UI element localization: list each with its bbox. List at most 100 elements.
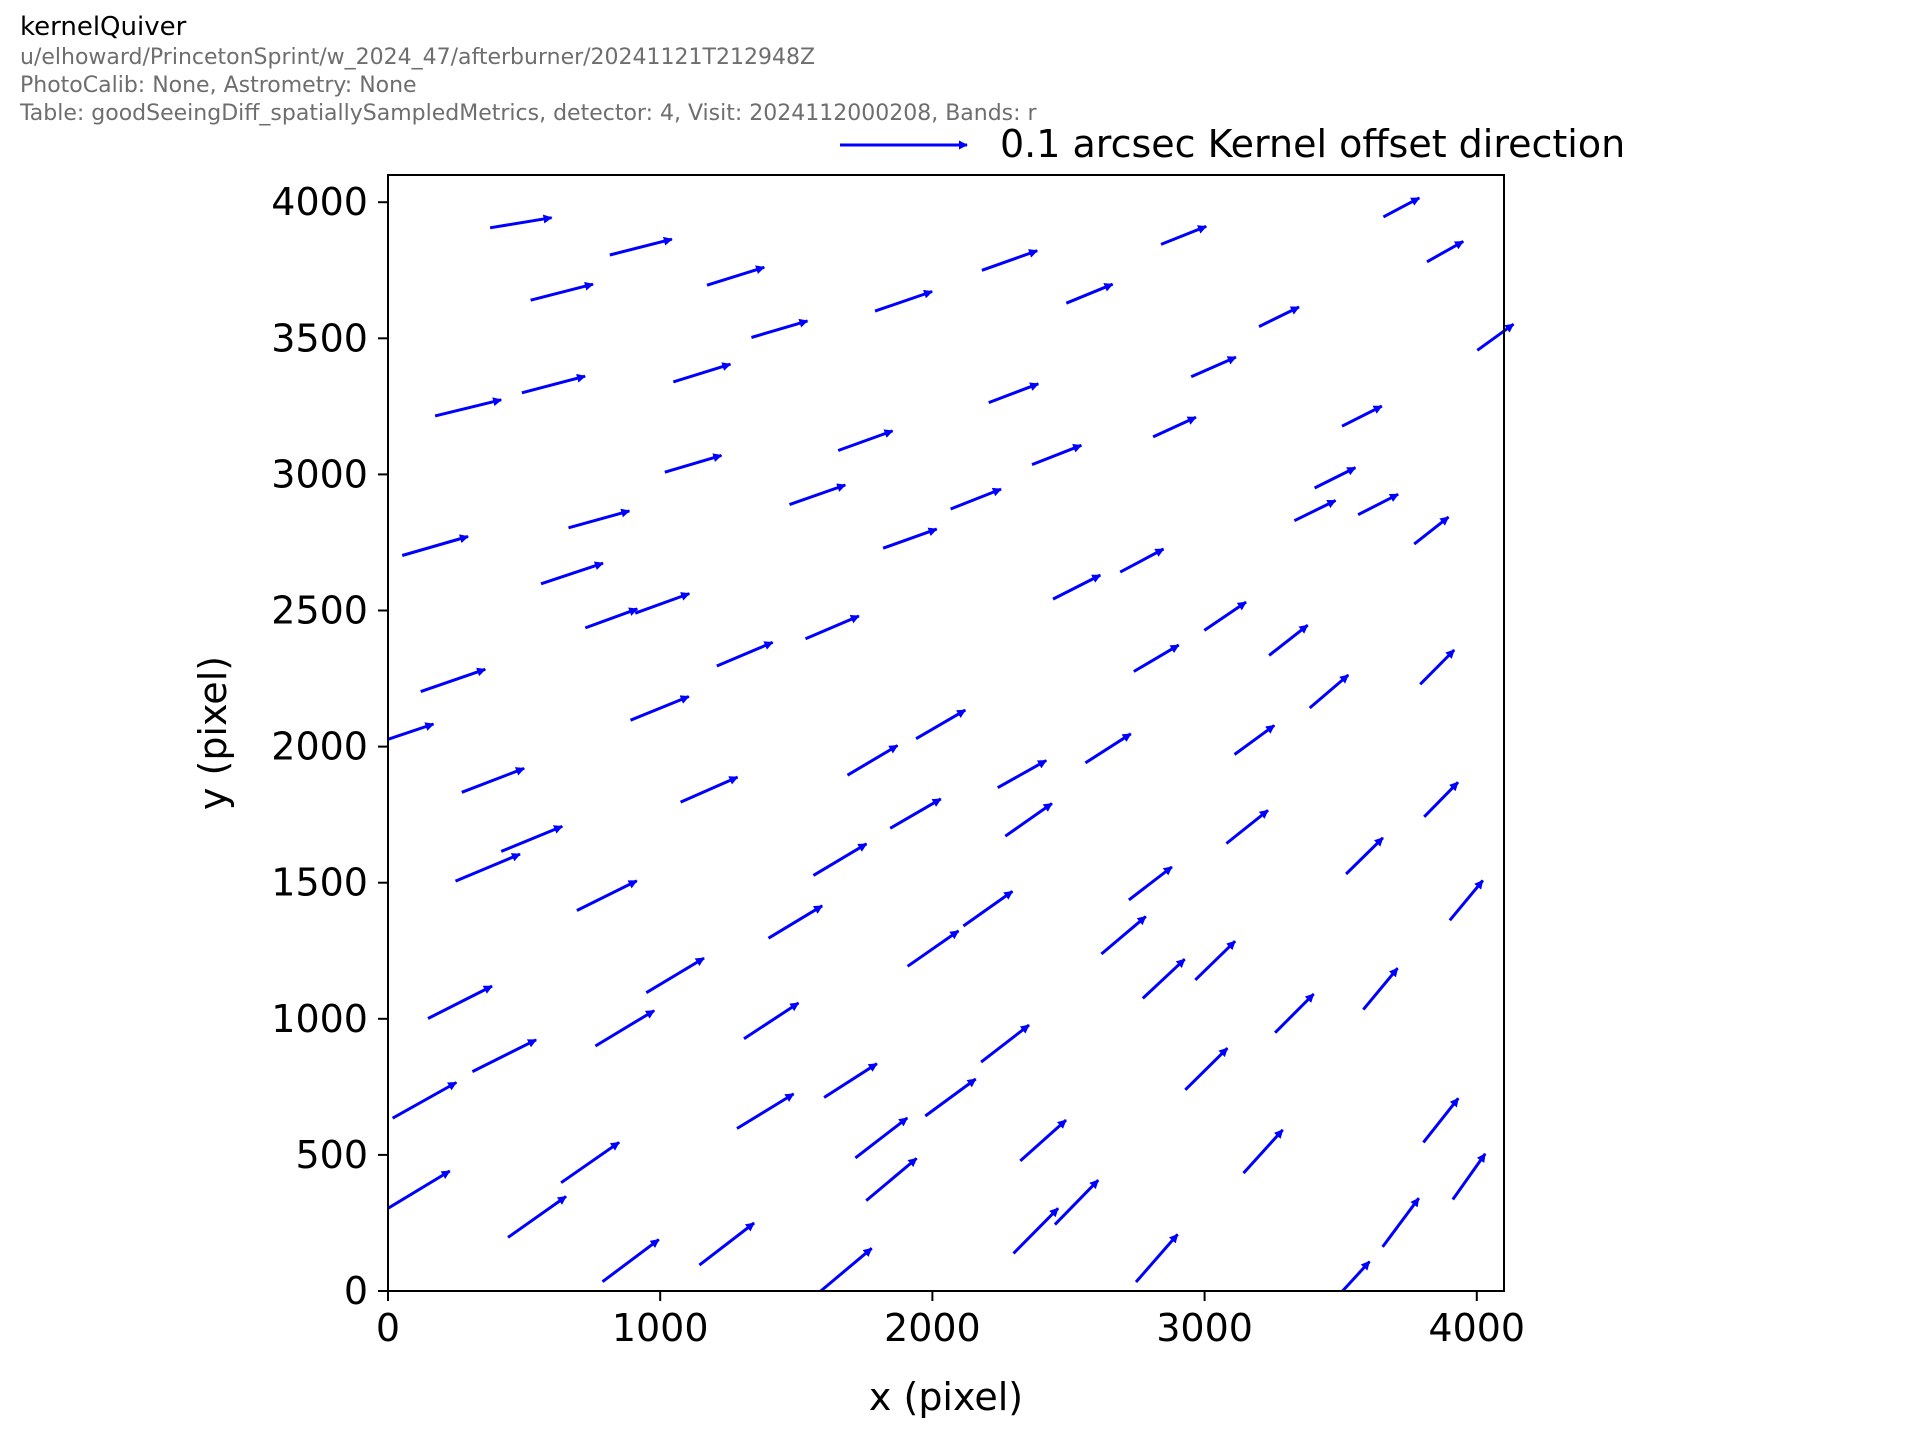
quiver-arrow-0 — [489, 214, 553, 230]
quiver-arrow-75 — [1362, 967, 1399, 1011]
quiver-arrow-36 — [634, 592, 691, 615]
y-tick-label-1: 500 — [295, 1133, 368, 1177]
quiver-arrow-12 — [1476, 322, 1515, 352]
quiver-arrow-38 — [716, 641, 774, 668]
quiver-arrow-50 — [1233, 724, 1276, 756]
quiver-arrow-67 — [1100, 915, 1147, 956]
y-tick-label-6: 3000 — [271, 452, 368, 496]
quiver-arrow-15 — [672, 362, 732, 384]
y-tick-label-8: 4000 — [271, 180, 368, 224]
quiver-arrow-82 — [823, 1062, 878, 1099]
quiver-arrow-26 — [568, 508, 631, 530]
quiver-arrow-42 — [420, 667, 487, 694]
quiver-arrow-83 — [736, 1092, 795, 1130]
quiver-arrow-28 — [882, 527, 938, 550]
x-tick-label-0: 0 — [376, 1306, 400, 1350]
quiver-arrow-55 — [1004, 802, 1053, 838]
y-tick-label-2: 1000 — [271, 997, 368, 1041]
quiver-arrow-52 — [679, 775, 739, 804]
quiver-arrow-98 — [819, 1247, 873, 1293]
quiver-arrow-74 — [1274, 992, 1315, 1034]
quiver-arrow-86 — [1242, 1128, 1284, 1175]
quiver-arrow-79 — [391, 1081, 458, 1120]
quiver-arrow-48 — [846, 744, 899, 777]
y-tick-label-5: 2500 — [271, 589, 368, 633]
x-axis-label: x (pixel) — [869, 1375, 1023, 1419]
quiver-arrow-31 — [1413, 515, 1450, 546]
y-tick-label-4: 2000 — [271, 725, 368, 769]
quiver-arrow-21 — [837, 429, 894, 452]
y-axis: 0 500 1000 1500 2000 2500 3000 3500 4000 — [271, 180, 388, 1313]
quiver-arrow-93 — [507, 1195, 567, 1239]
arrows-layer — [387, 196, 1515, 1293]
x-axis: 0 1000 2000 3000 4000 — [376, 1291, 1525, 1350]
quiver-arrow-89 — [560, 1141, 620, 1184]
quiver-arrow-23 — [1313, 466, 1357, 490]
quiver-arrow-84 — [854, 1116, 909, 1160]
quiver-arrow-24 — [1357, 492, 1399, 517]
quiver-arrow-25 — [401, 534, 469, 557]
quiver-arrow-88 — [387, 1169, 451, 1210]
quiver-arrow-33 — [1052, 573, 1102, 601]
quiver-arrow-100 — [1341, 1260, 1371, 1293]
quiver-arrow-34 — [1119, 547, 1165, 574]
quiver-arrow-32 — [540, 561, 604, 586]
quiver-arrow-54 — [889, 797, 942, 830]
quiver-arrow-60 — [500, 825, 564, 853]
quiver-arrow-58 — [1423, 781, 1460, 818]
y-tick-label-3: 1500 — [271, 861, 368, 905]
quiver-arrow-99 — [1134, 1233, 1179, 1283]
y-tick-label-0: 0 — [344, 1269, 368, 1313]
quiver-arrow-5 — [981, 249, 1039, 272]
quiver-arrow-59 — [454, 852, 521, 883]
quiver-arrow-85 — [1019, 1118, 1067, 1163]
quiver-arrow-43 — [629, 695, 690, 722]
quiver-arrow-96 — [601, 1238, 660, 1283]
x-tick-label-1: 1000 — [612, 1306, 709, 1350]
quiver-arrow-9 — [750, 318, 809, 339]
quiver-arrow-11 — [1258, 305, 1300, 328]
quiver-arrow-19 — [1341, 404, 1383, 428]
quiver-arrow-18 — [1152, 415, 1197, 439]
quiver-arrow-3 — [530, 281, 594, 302]
quiver-arrow-6 — [1160, 225, 1208, 246]
quiver-arrow-45 — [1419, 648, 1456, 686]
quiver-arrow-63 — [576, 879, 638, 912]
x-tick-label-2: 2000 — [884, 1306, 981, 1350]
quiver-arrow-91 — [1053, 1179, 1100, 1226]
quiver-arrow-56 — [1225, 809, 1269, 845]
quiver-arrow-2 — [706, 265, 766, 287]
quiver-arrow-76 — [594, 1009, 655, 1048]
run-collection-line: u/elhoward/PrincetonSprint/w_2024_47/aft… — [20, 45, 816, 70]
quiver-arrow-64 — [767, 904, 823, 940]
quiver-arrow-4 — [874, 289, 933, 313]
quiver-key: 0.1 arcsec Kernel offset direction — [840, 122, 1625, 166]
quiver-arrow-71 — [1141, 958, 1186, 1000]
quiver-arrow-95 — [1451, 1152, 1487, 1201]
quiver-arrow-30 — [1293, 499, 1337, 523]
calibration-line: PhotoCalib: None, Astrometry: None — [20, 73, 417, 98]
quiver-arrow-73 — [743, 1001, 800, 1040]
quiver-arrow-10 — [1065, 282, 1114, 305]
quiver-arrow-35 — [584, 607, 639, 630]
quiver-arrow-29 — [950, 487, 1002, 511]
quiver-arrow-13 — [434, 397, 503, 418]
quiver-arrow-77 — [471, 1038, 537, 1073]
quiver-arrow-57 — [1345, 836, 1384, 876]
quiver-arrow-90 — [865, 1157, 918, 1202]
quiver-arrow-39 — [1133, 643, 1180, 673]
quiver-arrow-69 — [427, 984, 493, 1020]
quiver-arrow-81 — [1184, 1047, 1229, 1091]
quiver-arrow-1 — [609, 236, 673, 257]
quiver-arrow-94 — [1381, 1197, 1421, 1248]
quiver-arrow-49 — [1084, 732, 1132, 765]
quiver-arrow-40 — [1203, 600, 1247, 632]
quiver-arrow-80 — [924, 1077, 977, 1118]
quiver-arrow-51 — [461, 766, 525, 794]
quiver-arrow-65 — [962, 890, 1014, 928]
quiver-arrow-61 — [812, 842, 868, 877]
table-info-line: Table: goodSeeingDiff_spatiallySampledMe… — [20, 101, 1037, 126]
quiver-arrow-44 — [1308, 673, 1350, 710]
quiver-arrow-66 — [906, 929, 960, 968]
